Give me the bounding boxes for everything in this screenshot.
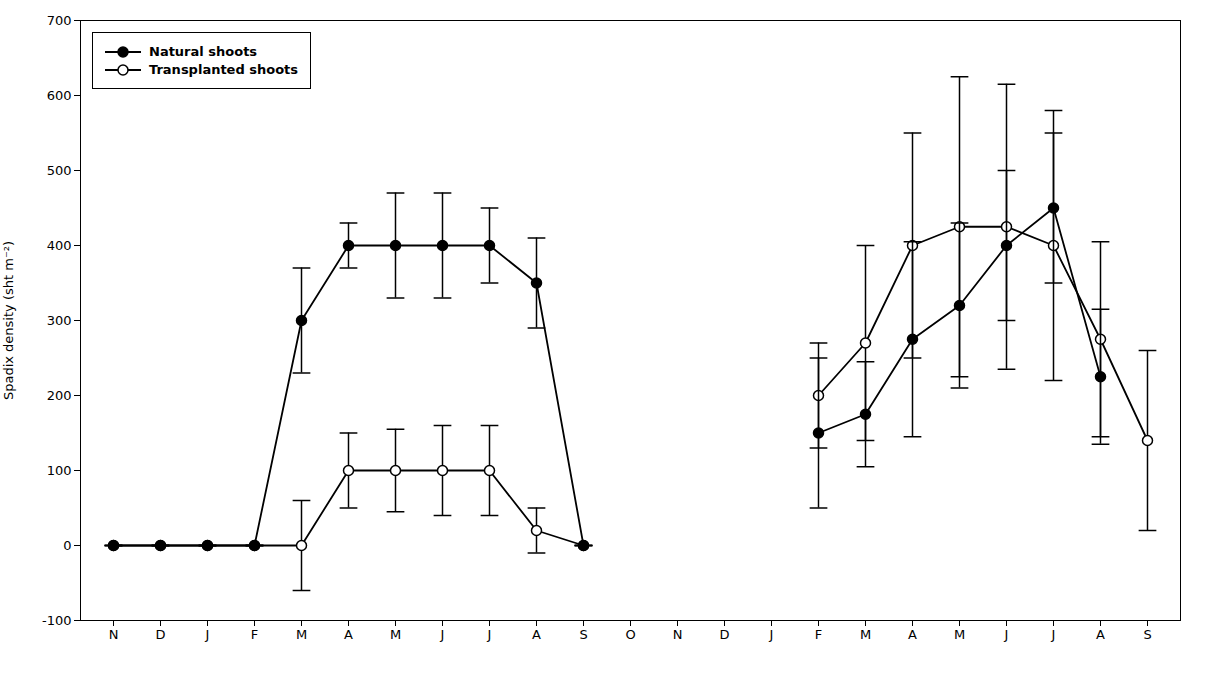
html-text:Natural shoots: Natural shoots [149, 44, 258, 59]
svg-text:A: A [344, 627, 353, 642]
svg-text:M: M [954, 627, 965, 642]
svg-text:400: 400 [47, 238, 72, 253]
svg-text:F: F [251, 627, 258, 642]
svg-text:M: M [296, 627, 307, 642]
svg-text:A: A [532, 627, 541, 642]
svg-text:S: S [1143, 627, 1151, 642]
svg-text:M: M [390, 627, 401, 642]
svg-text:J: J [769, 627, 774, 642]
svg-text:600: 600 [47, 88, 72, 103]
svg-text:100: 100 [47, 463, 72, 478]
svg-text:J: J [1004, 627, 1009, 642]
svg-text:N: N [673, 627, 683, 642]
svg-text:S: S [579, 627, 587, 642]
svg-text:D: D [719, 627, 729, 642]
svg-text:J: J [1051, 627, 1056, 642]
svg-text:700: 700 [47, 13, 72, 28]
svg-text:200: 200 [47, 388, 72, 403]
svg-text:300: 300 [47, 313, 72, 328]
svg-text:0: 0 [63, 538, 71, 553]
svg-text:D: D [155, 627, 165, 642]
svg-text:O: O [625, 627, 635, 642]
svg-text:A: A [908, 627, 917, 642]
svg-text:N: N [109, 627, 119, 642]
svg-text:500: 500 [47, 163, 72, 178]
svg-text:M: M [860, 627, 871, 642]
svg-text:F: F [815, 627, 822, 642]
svg-text:A: A [1096, 627, 1105, 642]
html-text:Transplanted shoots: Transplanted shoots [149, 62, 299, 77]
svg-text:J: J [487, 627, 492, 642]
svg-text:J: J [205, 627, 210, 642]
svg-text:J: J [440, 627, 445, 642]
svg-text:Spadix density (sht m⁻²): Spadix density (sht m⁻²) [1, 241, 16, 400]
svg-text:-100: -100 [42, 613, 72, 628]
